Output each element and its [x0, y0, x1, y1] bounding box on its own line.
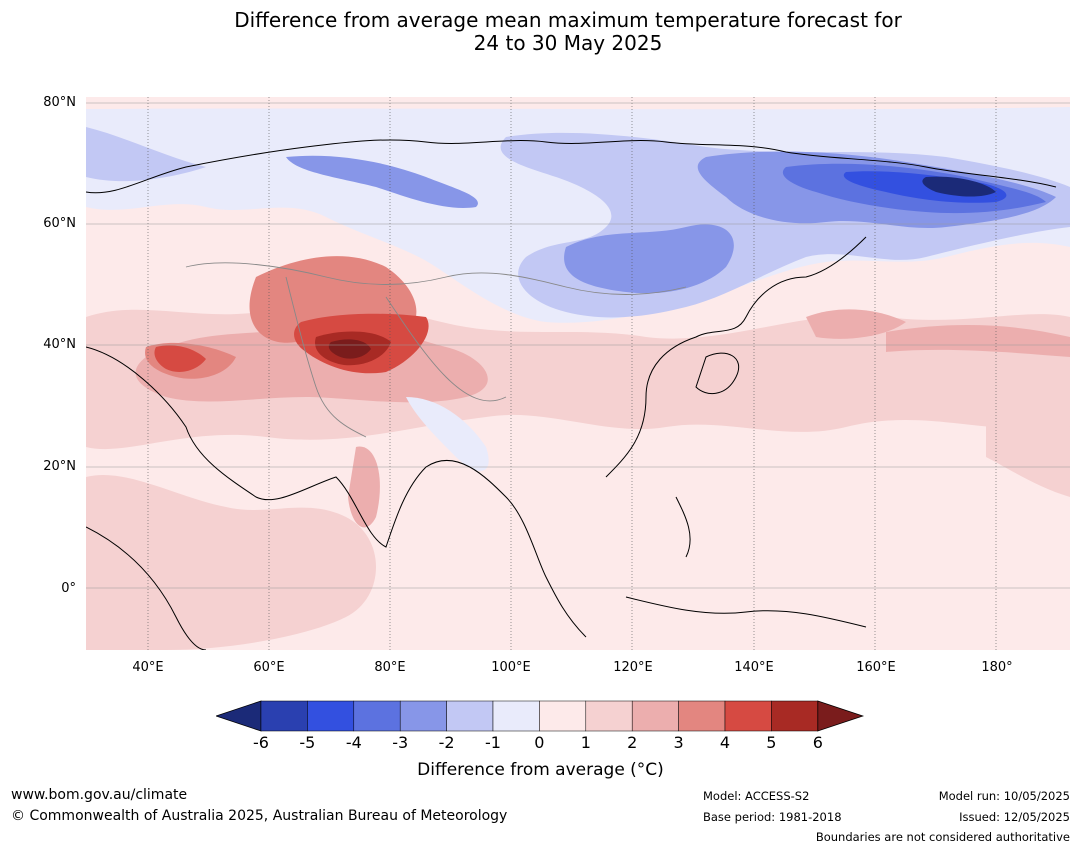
lon-label-140e: 140°E	[734, 660, 774, 675]
anomaly-plus1-pacific	[986, 412, 1070, 497]
colorbar-swatch	[724, 700, 772, 732]
colorbar-tick-label: 6	[812, 733, 823, 752]
colorbar-swatch	[353, 700, 401, 732]
colorbar-tick-label: 0	[534, 733, 545, 752]
colorbar-label: Difference from average (°C)	[417, 760, 664, 780]
lon-label-80e: 80°E	[374, 660, 406, 675]
anomaly-minus1-himalaya	[406, 397, 489, 471]
lon-label-120e: 120°E	[613, 660, 653, 675]
forecast-map	[86, 97, 1070, 650]
colorbar	[214, 700, 866, 736]
colorbar-swatch	[678, 700, 726, 732]
title-line-2: 24 to 30 May 2025	[473, 31, 663, 55]
lat-label-0: 0°	[61, 581, 76, 596]
copyright-text: © Commonwealth of Australia 2025, Austra…	[11, 808, 508, 824]
colorbar-tick-label: 4	[719, 733, 731, 752]
anomaly-minus2-scandinavia	[86, 127, 206, 182]
colorbar-swatch	[399, 700, 447, 732]
title-line-1: Difference from average mean maximum tem…	[234, 8, 902, 32]
base-period-text: Base period: 1981-2018	[703, 810, 842, 824]
colorbar-tick-label: 3	[673, 733, 684, 752]
longitude-gridlines	[147, 97, 997, 650]
lon-label-60e: 60°E	[253, 660, 285, 675]
lat-label-60n: 60°N	[43, 216, 76, 231]
lat-label-40n: 40°N	[43, 337, 76, 352]
model-text: Model: ACCESS-S2	[703, 789, 810, 803]
colorbar-swatch	[307, 700, 355, 732]
disclaimer-text: Boundaries are not considered authoritat…	[815, 830, 1070, 844]
anomaly-plus4-iran	[154, 345, 206, 372]
anomaly-minus3-baikal	[564, 224, 734, 294]
latitude-gridlines	[86, 102, 1070, 589]
colorbar-tick-label: 2	[627, 733, 638, 752]
colorbar-tick-label: 5	[766, 733, 777, 752]
lon-label-100e: 100°E	[491, 660, 531, 675]
colorbar-tick-label: -5	[299, 733, 316, 752]
anomaly-minus6-core	[922, 176, 996, 197]
lon-label-40e: 40°E	[132, 660, 164, 675]
website-link[interactable]: www.bom.gov.au/climate	[11, 787, 188, 803]
colorbar-swatch	[585, 700, 633, 732]
colorbar-tick-label: 1	[580, 733, 591, 752]
lon-label-160e: 160°E	[856, 660, 896, 675]
lat-label-80n: 80°N	[43, 95, 76, 110]
anomaly-minus3-urals	[286, 155, 478, 208]
colorbar-swatch	[446, 700, 494, 732]
anomaly-plus2-north-pacific	[886, 325, 1070, 357]
colorbar-tick-label: -4	[345, 733, 362, 752]
colorbar-swatch	[492, 700, 540, 732]
lat-label-20n: 20°N	[43, 459, 76, 474]
model-run-text: Model run: 10/05/2025	[938, 789, 1070, 803]
colorbar-swatch	[631, 700, 679, 732]
anomaly-plus6-core	[328, 339, 371, 359]
anomaly-plus1-south-asia	[86, 474, 376, 650]
country-borders	[185, 262, 687, 438]
colorbar-arrow-high	[817, 700, 865, 732]
map-title: Difference from average mean maximum tem…	[0, 9, 1081, 55]
colorbar-swatch	[771, 700, 819, 732]
coastlines	[86, 139, 1057, 650]
anomaly-plus2-japan	[806, 309, 906, 339]
lon-label-180: 180°	[981, 660, 1013, 675]
colorbar-tick-label: -2	[438, 733, 455, 752]
colorbar-swatch	[260, 700, 308, 732]
colorbar-swatch	[539, 700, 587, 732]
colorbar-tick-label: -6	[253, 733, 269, 752]
colorbar-arrow-low	[214, 700, 262, 732]
colorbar-tick-label: -1	[485, 733, 501, 752]
colorbar-tick-label: -3	[392, 733, 409, 752]
issued-text: Issued: 12/05/2025	[959, 810, 1070, 824]
colorbar-swatches	[214, 700, 865, 732]
